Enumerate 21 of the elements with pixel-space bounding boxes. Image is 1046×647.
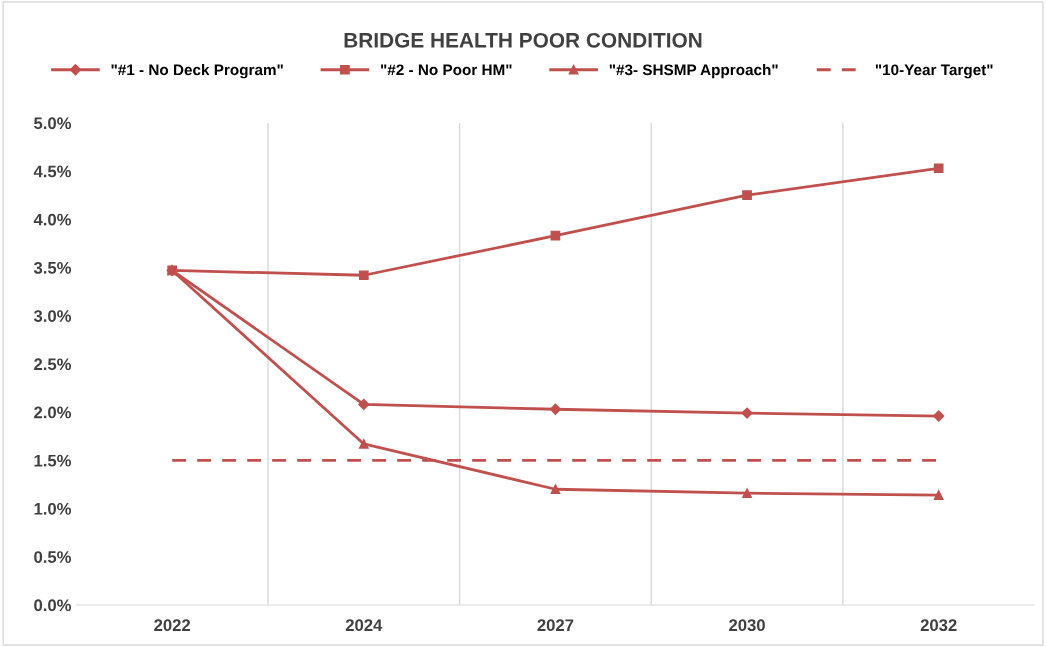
- y-tick-label: 2.5%: [34, 358, 72, 371]
- y-tick-label: 0.0%: [34, 599, 72, 612]
- y-tick-label: 1.0%: [34, 502, 72, 515]
- y-tick-label: 3.5%: [33, 261, 72, 274]
- y-tick-label: 5.0%: [34, 117, 72, 130]
- legend-label: "#3- SHSMP Approach": [609, 64, 778, 79]
- x-tick-label: 2024: [345, 619, 383, 632]
- y-tick-label: 4.0%: [33, 213, 72, 226]
- y-tick-label: 1.5%: [34, 454, 72, 467]
- x-tick-label: 2027: [537, 619, 574, 632]
- x-tick-label: 2030: [729, 619, 765, 632]
- legend-label: "#1 - No Deck Program": [111, 64, 283, 79]
- chart-title: BRIDGE HEALTH POOR CONDITION: [344, 32, 702, 48]
- x-tick-label: 2032: [920, 619, 957, 632]
- y-tick-label: 2.0%: [34, 406, 72, 419]
- x-tick-label: 2022: [154, 619, 191, 632]
- legend-label: "#2 - No Poor HM": [381, 64, 512, 76]
- y-tick-label: 3.0%: [33, 310, 72, 322]
- y-tick-label: 0.5%: [34, 551, 72, 563]
- legend-label: "10-Year Target": [875, 64, 993, 79]
- y-tick-label: 4.5%: [33, 165, 72, 178]
